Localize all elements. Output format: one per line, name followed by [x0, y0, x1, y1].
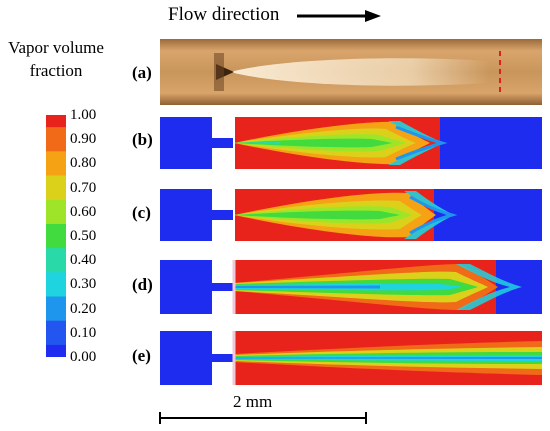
colorbar-stripe — [46, 223, 66, 237]
colorbar-stripe — [46, 199, 66, 213]
colorbar-tick-label: 0.60 — [70, 203, 97, 220]
colorbar-title-line2: fraction — [29, 61, 83, 80]
panel-label-a: (a) — [132, 63, 152, 82]
flow-direction-label: Flow direction — [168, 4, 280, 25]
panel-a-photo — [160, 39, 542, 105]
colorbar-stripe — [46, 284, 66, 297]
colorbar-stripe — [46, 175, 66, 189]
colorbar-tick-label: 0.70 — [70, 179, 97, 196]
colorbar-tick-label: 0.40 — [70, 252, 97, 269]
colorbar-stripe — [46, 308, 66, 322]
colorbar-title-line1: Vapor volume — [8, 38, 104, 57]
colorbar-title: Vapor volume fraction — [6, 36, 106, 82]
colorbar-tick-label: 0.30 — [70, 276, 97, 293]
colorbar-stripe — [46, 296, 66, 310]
flow-arrow-icon — [297, 10, 381, 22]
colorbar-stripe — [46, 163, 66, 176]
colorbar-tick-label: 0.80 — [70, 155, 97, 172]
colorbar-stripe — [46, 187, 66, 201]
scale-bar-label: 2 mm — [233, 392, 273, 411]
colorbar-stripe — [46, 127, 66, 140]
colorbar-stripe — [46, 248, 66, 261]
colorbar-tick-label: 0.50 — [70, 228, 97, 244]
colorbar-tick-label: 1.00 — [70, 107, 97, 123]
colorbar-tick-label: 0.10 — [70, 324, 97, 341]
colorbar-tick-label: 0.20 — [70, 300, 97, 317]
panel-label-e: (e) — [132, 346, 151, 365]
colorbar-stripe — [46, 211, 66, 225]
panel-label-d: (d) — [132, 275, 153, 294]
colorbar-tick-label: 0.90 — [70, 131, 97, 148]
panel-label-c: (c) — [132, 203, 151, 222]
colorbar-stripe — [46, 151, 66, 164]
colorbar-stripe — [46, 139, 66, 152]
colorbar-stripe — [46, 344, 66, 357]
colorbar-stripe — [46, 320, 66, 334]
colorbar-stripe — [46, 260, 66, 273]
colorbar-tick-label: 0.00 — [70, 349, 97, 365]
panel-c-simulation — [160, 189, 542, 241]
panel-b-simulation — [160, 117, 542, 169]
scale-bar — [159, 412, 367, 424]
colorbar-stripe — [46, 115, 66, 128]
colorbar-stripe — [46, 272, 66, 285]
panel-label-b: (b) — [132, 130, 153, 149]
colorbar — [46, 115, 66, 357]
panel-d-simulation — [160, 260, 542, 314]
colorbar-stripe — [46, 332, 66, 346]
panel-e-simulation — [160, 331, 542, 385]
colorbar-stripe — [46, 236, 66, 249]
